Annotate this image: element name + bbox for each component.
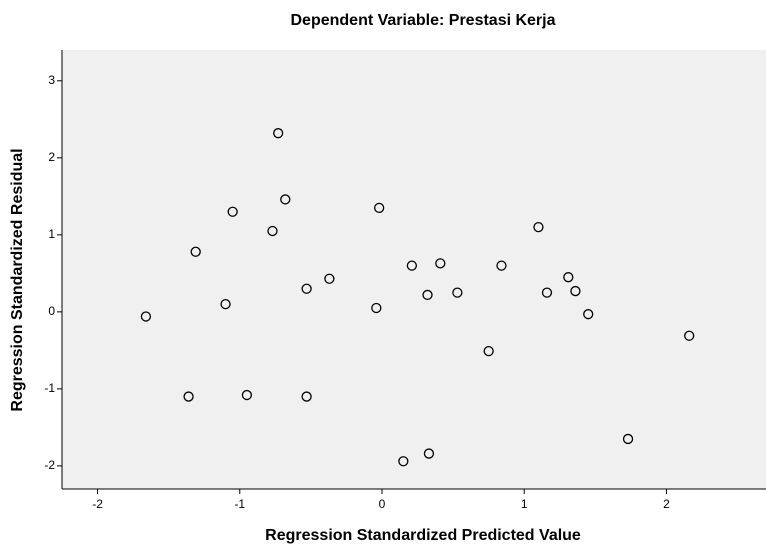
point xyxy=(496,260,507,271)
point xyxy=(423,448,435,459)
point xyxy=(183,391,194,402)
point xyxy=(140,311,152,322)
y-tick-label: -2 xyxy=(44,458,55,472)
point xyxy=(220,299,231,310)
point xyxy=(422,289,433,301)
point xyxy=(227,206,238,217)
x-tick-label: 1 xyxy=(521,497,528,511)
point xyxy=(483,345,494,357)
point xyxy=(684,330,695,341)
point xyxy=(563,272,574,283)
point xyxy=(371,302,382,314)
x-axis-title: Regression Standardized Predicted Value xyxy=(265,527,581,544)
point xyxy=(241,389,253,401)
point xyxy=(583,309,594,320)
y-tick-label: 1 xyxy=(48,227,55,241)
point xyxy=(570,285,581,297)
x-tick-label: -2 xyxy=(92,497,103,511)
x-tick-label: 0 xyxy=(379,497,386,511)
point xyxy=(622,433,634,445)
y-tick-label: 2 xyxy=(48,150,55,164)
point xyxy=(533,221,544,233)
point xyxy=(406,260,418,271)
point xyxy=(324,273,335,284)
point xyxy=(190,246,201,257)
x-tick-label: -1 xyxy=(234,497,245,511)
y-axis-title: Regression Standardized Residual xyxy=(9,148,26,411)
point xyxy=(435,258,446,269)
x-tick-label: 2 xyxy=(663,497,670,511)
point xyxy=(452,287,463,298)
point xyxy=(267,225,278,237)
point xyxy=(273,128,284,139)
point xyxy=(541,287,553,298)
y-tick-label: -1 xyxy=(44,381,55,395)
point xyxy=(280,194,291,205)
chart-title: Dependent Variable: Prestasi Kerja xyxy=(291,12,556,29)
point xyxy=(374,202,385,214)
y-tick-label: 3 xyxy=(48,73,55,87)
point xyxy=(301,391,312,402)
point xyxy=(398,456,409,467)
point xyxy=(301,283,312,294)
y-tick-label: 0 xyxy=(48,304,55,318)
